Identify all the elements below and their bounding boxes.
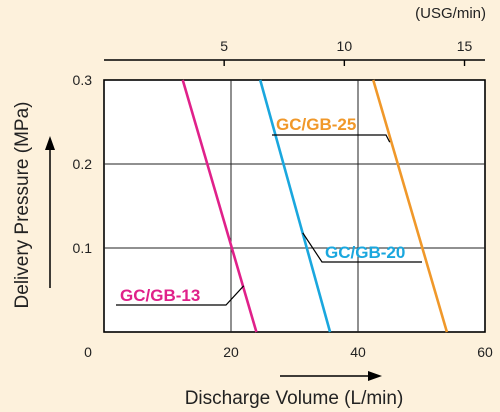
x-tick-labels: 0 20 40 60 — [84, 344, 493, 360]
y-axis-label: Delivery Pressure (MPa) — [12, 102, 33, 309]
y-tick-label: 0.3 — [73, 72, 93, 88]
series-lines — [181, 79, 449, 333]
leader-line-2 — [302, 232, 422, 263]
series-line-1 — [181, 79, 258, 333]
x-tick-label: 20 — [223, 344, 239, 360]
series-line-2 — [258, 79, 332, 333]
series-label-leaders — [116, 134, 422, 306]
top-axis-unit-label: (USG/min) — [415, 5, 486, 22]
y-tick-label: 0.2 — [73, 156, 93, 172]
top-tick-label: 5 — [220, 38, 228, 54]
x-tick-label: 40 — [350, 344, 366, 360]
x-axis-arrow-head — [368, 371, 382, 381]
series-label-2: GC/GB-20 — [325, 243, 405, 262]
series-labels: GC/GB-13 GC/GB-20 GC/GB-25 — [120, 115, 405, 305]
grid — [104, 80, 485, 332]
top-tick-label: 15 — [457, 38, 473, 54]
top-axis — [104, 59, 485, 66]
x-axis-label: Discharge Volume (L/min) — [185, 388, 404, 409]
y-axis-arrow-head — [45, 136, 55, 150]
leader-line-1 — [116, 285, 245, 306]
series-label-3: GC/GB-25 — [276, 115, 356, 134]
y-tick-labels: 0.1 0.2 0.3 — [73, 72, 93, 256]
leader-line-3 — [272, 134, 391, 143]
y-tick-label: 0.1 — [73, 240, 93, 256]
top-tick-labels: 5 10 15 — [220, 38, 472, 54]
series-label-1: GC/GB-13 — [120, 286, 200, 305]
top-tick-label: 10 — [337, 38, 353, 54]
series-line-3 — [371, 79, 449, 333]
x-tick-label: 0 — [84, 344, 92, 360]
x-tick-label: 60 — [477, 344, 493, 360]
